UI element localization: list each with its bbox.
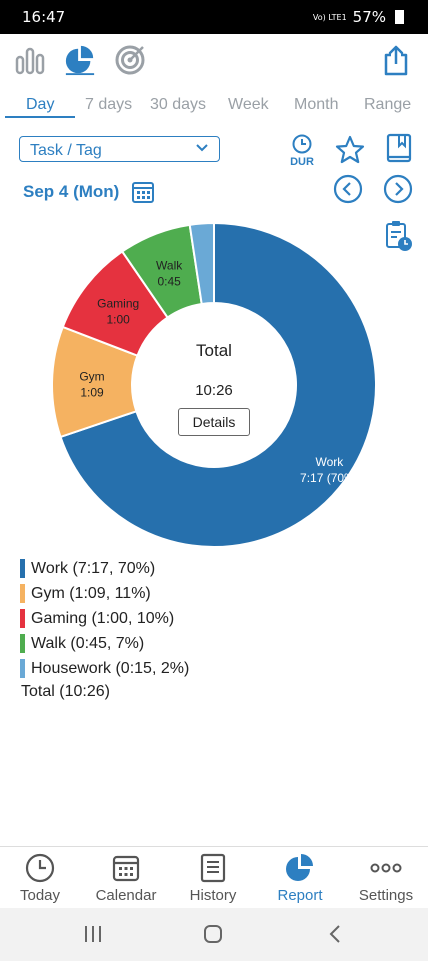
current-date[interactable]: Sep 4 (Mon) — [23, 182, 120, 201]
tab-month[interactable]: Month — [294, 96, 339, 113]
legend-label: Gym (1:09, 11%) — [31, 584, 151, 602]
legend-label: Work (7:17, 70%) — [31, 559, 156, 577]
clock-icon — [292, 134, 312, 154]
calendar-icon[interactable] — [131, 180, 155, 204]
chart-legend: Work (7:17, 70%) Gym (1:09, 11%) Gaming (1… — [20, 556, 189, 701]
tab-day[interactable]: Day — [26, 96, 55, 113]
android-navigation-bar — [0, 908, 428, 961]
legend-item: Work (7:17, 70%) — [20, 556, 189, 581]
previous-day-button[interactable] — [333, 174, 363, 204]
target-icon — [115, 45, 145, 75]
recent-apps-icon[interactable] — [83, 924, 103, 944]
legend-swatch — [20, 659, 25, 678]
group-by-value: Task / Tag — [30, 142, 102, 159]
nav-report-label: Report — [277, 887, 323, 904]
range-tabs: Day 7 days 30 days Week Month Range — [0, 90, 428, 120]
slice-label-name: Walk — [156, 259, 183, 273]
slice-label-name: Gaming — [97, 296, 139, 310]
legend-item: Housework (0:15, 2%) — [20, 656, 189, 681]
tab-30-days[interactable]: 30 days — [150, 96, 207, 113]
legend-label: Gaming (1:00, 10%) — [31, 609, 175, 627]
book-icon[interactable] — [385, 133, 413, 165]
slice-label-value: 7:17 (70%) — [300, 471, 359, 485]
nav-calendar-label: Calendar — [95, 887, 157, 904]
slice-label-value: 1:00 — [107, 312, 131, 326]
pie-chart-view-button[interactable] — [64, 42, 96, 78]
legend-item: Gaming (1:00, 10%) — [20, 606, 189, 631]
donut-hole — [132, 303, 296, 467]
pie-chart-icon — [65, 45, 95, 76]
nav-settings[interactable]: Settings — [343, 853, 428, 904]
nav-history-label: History — [189, 887, 237, 904]
battery-percent: 57% — [352, 8, 386, 26]
donut-center-title: Total — [196, 341, 232, 360]
nav-calendar[interactable]: Calendar — [83, 853, 169, 904]
battery-icon — [395, 10, 404, 24]
slice-label-name: Work — [315, 455, 344, 469]
star-icon[interactable] — [334, 134, 366, 166]
legend-swatch — [20, 584, 25, 603]
status-time: 16:47 — [22, 8, 66, 26]
back-icon[interactable] — [327, 924, 343, 944]
target-view-button[interactable] — [114, 42, 146, 78]
share-icon[interactable] — [382, 44, 410, 76]
legend-item: Gym (1:09, 11%) — [20, 581, 189, 606]
nav-settings-label: Settings — [358, 887, 414, 904]
more-icon — [370, 863, 402, 873]
date-row: Sep 4 (Mon) — [23, 180, 155, 204]
legend-swatch — [20, 609, 25, 628]
view-mode-switcher — [14, 42, 146, 78]
pie-chart-icon — [286, 854, 313, 881]
legend-swatch — [20, 634, 25, 653]
group-by-dropdown[interactable]: Task / Tag — [19, 136, 220, 162]
bar-chart-icon — [15, 47, 45, 75]
status-icons: Vo) LTE1 57% — [313, 8, 404, 26]
nav-report[interactable]: Report — [257, 853, 343, 904]
status-bar: 16:47 Vo) LTE1 57% — [0, 0, 428, 34]
nav-history[interactable]: History — [170, 853, 256, 904]
tab-range[interactable]: Range — [364, 96, 412, 113]
slice-label-value: 0:45 — [157, 275, 181, 289]
home-icon[interactable] — [203, 924, 223, 944]
legend-label: Walk (0:45, 7%) — [31, 634, 145, 652]
calendar-icon — [112, 855, 140, 882]
donut-center-value: 10:26 — [195, 382, 233, 399]
tab-7-days[interactable]: 7 days — [85, 96, 133, 113]
clipboard-clock-icon[interactable] — [384, 220, 414, 252]
signal-text: Vo) LTE1 — [312, 12, 347, 22]
nav-today-label: Today — [19, 887, 61, 904]
slice-label-name: Gym — [79, 370, 104, 384]
nav-today[interactable]: Today — [0, 853, 83, 904]
chevron-down-icon — [196, 144, 208, 152]
bottom-navigation: Today Calendar History — [0, 846, 428, 909]
clock-icon — [25, 853, 55, 883]
details-button[interactable]: Details — [178, 408, 250, 436]
legend-total: Total (10:26) — [21, 683, 110, 700]
dur-label: DUR — [290, 156, 314, 168]
legend-item: Walk (0:45, 7%) — [20, 631, 189, 656]
duration-donut-chart: Total 10:26 Work 7:17 (70%) Gym 1:09 Gaming 1… — [51, 221, 377, 548]
slice-label-value: 1:09 — [80, 386, 104, 400]
legend-swatch — [20, 559, 25, 578]
next-day-button[interactable] — [383, 174, 413, 204]
bar-chart-view-button[interactable] — [14, 42, 46, 78]
active-tab-indicator — [5, 116, 75, 118]
duration-sort-button[interactable]: DUR — [287, 134, 317, 168]
legend-label: Housework (0:15, 2%) — [31, 659, 190, 677]
history-icon — [200, 853, 226, 883]
tab-week[interactable]: Week — [228, 96, 269, 113]
